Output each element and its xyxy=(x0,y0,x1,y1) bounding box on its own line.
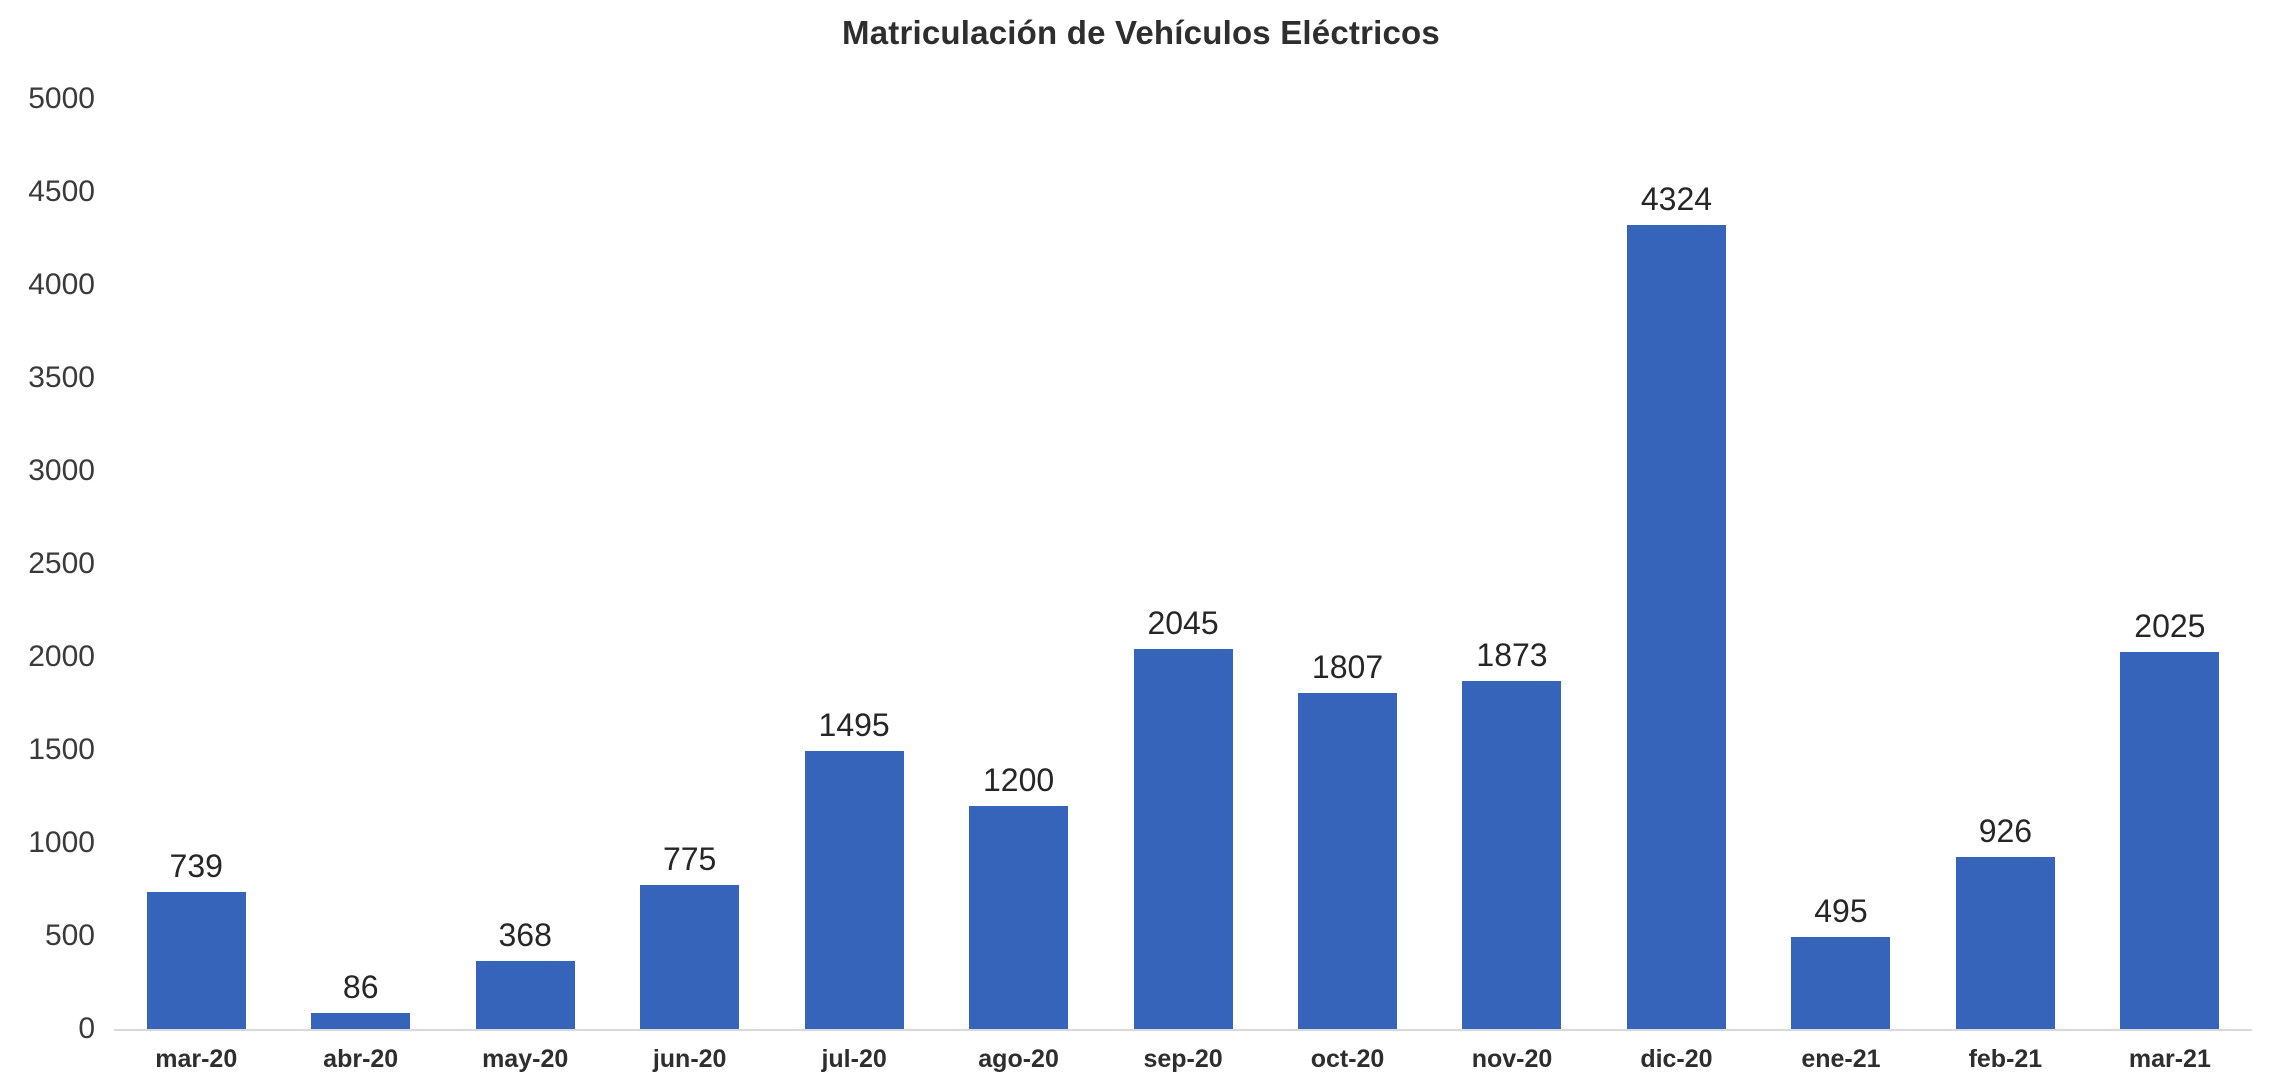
y-tick-label: 3000 xyxy=(28,454,95,487)
x-tick-label: may-20 xyxy=(482,1045,569,1073)
x-tick-label: nov-20 xyxy=(1471,1045,1553,1073)
bar-value-label: 775 xyxy=(662,840,717,877)
bar xyxy=(146,891,246,1029)
bar-value-label: 1200 xyxy=(982,761,1055,798)
bar-column: 2045 xyxy=(1101,99,1265,1029)
bar xyxy=(311,1013,411,1029)
y-tick-label: 3500 xyxy=(28,361,95,394)
bar-column: 86 xyxy=(278,99,442,1029)
bar-column: 1495 xyxy=(772,99,936,1029)
bar-value-label: 739 xyxy=(169,847,223,884)
x-tick-label: ago-20 xyxy=(978,1045,1059,1073)
x-axis: mar-20 abr-20 may-20 jun-20 jul-20 ago-20 sep-… xyxy=(114,1045,2252,1074)
bar xyxy=(1791,936,1891,1029)
bar xyxy=(2120,652,2220,1029)
y-tick-label: 2500 xyxy=(28,547,95,580)
y-tick-label: 0 xyxy=(78,1012,95,1045)
bar-column: 1873 xyxy=(1430,99,1594,1029)
bar xyxy=(1133,648,1233,1029)
bar-column: 368 xyxy=(443,99,607,1029)
bar-value-label: 926 xyxy=(1978,812,2033,849)
x-tick-label: sep-20 xyxy=(1143,1045,1223,1073)
bar-column: 775 xyxy=(607,99,771,1029)
bar xyxy=(1462,680,1562,1029)
x-tick-label: jul-20 xyxy=(821,1045,887,1073)
bar-value-label: 495 xyxy=(1814,892,1868,929)
x-tick-label: ene-21 xyxy=(1801,1045,1881,1073)
x-tick-label: feb-21 xyxy=(1968,1045,2043,1073)
bar-column: 1200 xyxy=(936,99,1100,1029)
bar-column: 739 xyxy=(114,99,278,1029)
bar-column: 495 xyxy=(1759,99,1923,1029)
bars-row: 739 86 368 775 1495 1200 2045 1807 1873 4324 495 92… xyxy=(114,99,2252,1029)
y-tick-label: 5000 xyxy=(28,82,95,115)
bar-column: 1807 xyxy=(1265,99,1429,1029)
y-tick-label: 4000 xyxy=(28,268,95,301)
bar xyxy=(969,805,1069,1029)
y-tick-label: 500 xyxy=(44,919,95,952)
y-tick-label: 4500 xyxy=(28,175,95,208)
bar-column: 926 xyxy=(1923,99,2087,1029)
bar-value-label: 1495 xyxy=(818,706,890,743)
x-tick-label: mar-20 xyxy=(155,1045,238,1073)
chart-title: Matriculación de Vehículos Eléctricos xyxy=(842,14,1440,51)
x-tick-label: dic-20 xyxy=(1640,1045,1713,1073)
bar xyxy=(475,960,575,1029)
y-tick-label: 1000 xyxy=(28,826,95,859)
x-tick-label: jun-20 xyxy=(652,1045,727,1073)
y-tick-label: 1500 xyxy=(28,733,95,766)
y-tick-label: 2000 xyxy=(28,640,95,673)
plot-area: 739 86 368 775 1495 1200 2045 1807 1873 4324 495 92… xyxy=(114,99,2252,1031)
bar-value-label: 2025 xyxy=(2134,608,2206,645)
bar-value-label: 86 xyxy=(342,969,379,1006)
x-tick-label: abr-20 xyxy=(323,1045,399,1073)
bar-value-label: 1873 xyxy=(1476,636,1548,673)
x-tick-label: oct-20 xyxy=(1310,1045,1385,1073)
x-tick-label: mar-21 xyxy=(2128,1045,2211,1073)
bar xyxy=(640,884,740,1029)
bar-value-label: 1807 xyxy=(1311,648,1384,685)
y-axis: 0 500 1000 1500 2000 2500 3000 3500 4000 4500 5000 xyxy=(0,84,95,1044)
bar-value-label: 2045 xyxy=(1147,604,1219,641)
bar-value-label: 4324 xyxy=(1640,180,1713,217)
bar xyxy=(1298,692,1398,1029)
bar-column: 4324 xyxy=(1594,99,1758,1029)
bar xyxy=(1955,856,2055,1029)
bar xyxy=(1626,224,1726,1029)
bar-column: 2025 xyxy=(2088,99,2252,1029)
bar-value-label: 368 xyxy=(498,916,552,953)
bar xyxy=(804,750,904,1029)
